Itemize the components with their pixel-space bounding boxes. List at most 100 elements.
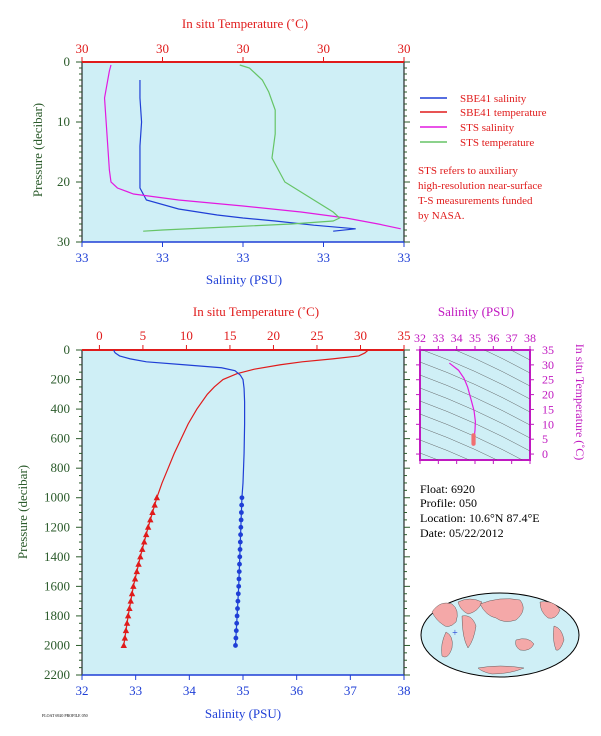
legend-note-line: STS refers to auxiliary bbox=[418, 165, 518, 177]
bottom-panel-salinity-ticks: 32 33 34 35 36 37 38 bbox=[76, 675, 411, 698]
y-tick-label: 2000 bbox=[44, 637, 70, 652]
temperature-marker bbox=[126, 605, 133, 612]
salinity-marker bbox=[236, 569, 242, 574]
bottom-tick-label: 33 bbox=[129, 683, 142, 698]
temperature-marker bbox=[123, 619, 131, 626]
bottom-panel-x-axis-title: Salinity (PSU) bbox=[205, 706, 281, 721]
bottom-tick-label: 33 bbox=[156, 250, 169, 265]
legend-note-line: high-resolution near-surface bbox=[418, 180, 542, 192]
salinity-marker bbox=[233, 643, 238, 648]
bottom-panel: In situ Temperature (˚C) 0 5 10 15 20 25 30 35 … bbox=[15, 304, 411, 721]
ts-diagram-salinity-ticks: 32 33 34 35 36 37 38 bbox=[414, 331, 536, 464]
y-tick-label: 0 bbox=[542, 447, 548, 461]
temperature-marker bbox=[127, 597, 134, 604]
salinity-marker bbox=[236, 583, 242, 589]
bottom-tick-label: 38 bbox=[398, 683, 411, 698]
bottom-panel-y-axis-title: Pressure (decibar) bbox=[15, 465, 30, 559]
salinity-marker bbox=[235, 591, 241, 597]
salinity-marker bbox=[233, 628, 239, 634]
salinity-marker bbox=[237, 554, 243, 560]
salinity-marker bbox=[234, 613, 240, 619]
map-landmasses bbox=[431, 598, 565, 675]
temperature-marker bbox=[139, 545, 146, 552]
top-panel-top-axis-title: In situ Temperature (˚C) bbox=[182, 16, 308, 31]
y-tick-label: 600 bbox=[51, 431, 71, 446]
y-tick-label: 30 bbox=[542, 358, 554, 372]
bottom-panel-pressure-ticks: 0 200 400 600 800 1000 1200 1400 1600 1800 2000 220… bbox=[44, 342, 410, 682]
temperature-marker bbox=[128, 590, 136, 597]
temperature-marker bbox=[131, 575, 139, 582]
world-map: + bbox=[420, 592, 580, 678]
top-tick-label: 30 bbox=[76, 41, 89, 56]
y-tick-label: 10 bbox=[57, 114, 70, 129]
density-contour bbox=[484, 350, 530, 374]
density-contour bbox=[420, 426, 498, 460]
y-tick-label: 400 bbox=[51, 401, 71, 416]
temperature-marker bbox=[133, 568, 141, 575]
profile-number: Profile: 050 bbox=[420, 496, 477, 510]
legend-label: SBE41 temperature bbox=[460, 107, 547, 119]
series-line bbox=[139, 80, 356, 232]
legend-item: STS temperature bbox=[420, 137, 534, 149]
y-tick-label: 0 bbox=[64, 342, 71, 357]
float-position-marker: + bbox=[452, 628, 458, 639]
temperature-marker bbox=[120, 641, 127, 648]
ts-curve bbox=[448, 362, 476, 446]
temperature-marker bbox=[122, 627, 130, 634]
salinity-marker bbox=[233, 635, 239, 641]
bottom-panel-top-axis-title: In situ Temperature (˚C) bbox=[193, 304, 319, 319]
top-tick-label: 0 bbox=[96, 328, 103, 343]
salinity-marker bbox=[237, 539, 243, 545]
density-contour bbox=[422, 350, 530, 400]
top-tick-label: 10 bbox=[180, 328, 193, 343]
y-tick-label: 15 bbox=[542, 402, 554, 416]
y-tick-label: 20 bbox=[542, 388, 554, 402]
salinity-marker bbox=[234, 620, 240, 626]
density-contour bbox=[455, 350, 530, 387]
salinity-marker bbox=[238, 517, 244, 523]
temperature-marker bbox=[149, 509, 156, 515]
y-tick-label: 1400 bbox=[44, 549, 70, 564]
temperature-marker bbox=[144, 523, 152, 530]
bottom-tick-label: 33 bbox=[237, 250, 250, 265]
top-tick-label: 30 bbox=[156, 41, 169, 56]
salinity-marker bbox=[235, 598, 241, 604]
top-panel: In situ Temperature (˚C) 30 30 30 30 30 33 33… bbox=[30, 16, 411, 287]
y-tick-label: 1600 bbox=[44, 578, 70, 593]
bottom-tick-label: 36 bbox=[290, 683, 304, 698]
temperature-marker bbox=[130, 582, 137, 589]
temperature-marker bbox=[147, 516, 154, 523]
density-contour bbox=[420, 374, 530, 426]
x-tick-label: 33 bbox=[432, 331, 444, 345]
y-tick-label: 0 bbox=[64, 54, 71, 69]
temperature-marker bbox=[124, 612, 132, 619]
top-panel-x-axis-title: Salinity (PSU) bbox=[206, 272, 282, 287]
temperature-marker bbox=[135, 560, 142, 567]
float-info: Float: 6920 Profile: 050 Location: 10.6°… bbox=[420, 482, 540, 540]
salinity-marker bbox=[238, 524, 244, 530]
series-line bbox=[103, 64, 401, 230]
top-panel-salinity-ticks: 33 33 33 33 33 bbox=[76, 242, 411, 265]
salinity-marker bbox=[239, 495, 245, 501]
bottom-tick-label: 35 bbox=[237, 683, 250, 698]
top-tick-label: 30 bbox=[398, 41, 411, 56]
temperature-marker bbox=[137, 553, 144, 560]
legend-item: STS salinity bbox=[420, 122, 515, 134]
top-tick-label: 20 bbox=[267, 328, 280, 343]
legend-note-line: T-S measurements funded bbox=[418, 195, 533, 207]
bottom-panel-temperature-ticks: 0 5 10 15 20 25 30 35 bbox=[96, 328, 411, 350]
legend-note: STS refers to auxiliary high-resolution … bbox=[418, 165, 542, 222]
y-tick-label: 1800 bbox=[44, 608, 70, 623]
top-tick-label: 35 bbox=[398, 328, 411, 343]
x-tick-label: 35 bbox=[469, 331, 481, 345]
y-tick-label: 30 bbox=[57, 234, 70, 249]
top-tick-label: 30 bbox=[237, 41, 250, 56]
y-tick-label: 5 bbox=[542, 432, 548, 446]
y-tick-label: 200 bbox=[51, 372, 71, 387]
bottom-tick-label: 34 bbox=[183, 683, 197, 698]
footer-label: FLOAT 6920 PROFILE 050 bbox=[42, 713, 88, 718]
top-tick-label: 5 bbox=[140, 328, 147, 343]
legend-label: SBE41 salinity bbox=[460, 93, 527, 105]
temperature-marker bbox=[141, 538, 148, 545]
